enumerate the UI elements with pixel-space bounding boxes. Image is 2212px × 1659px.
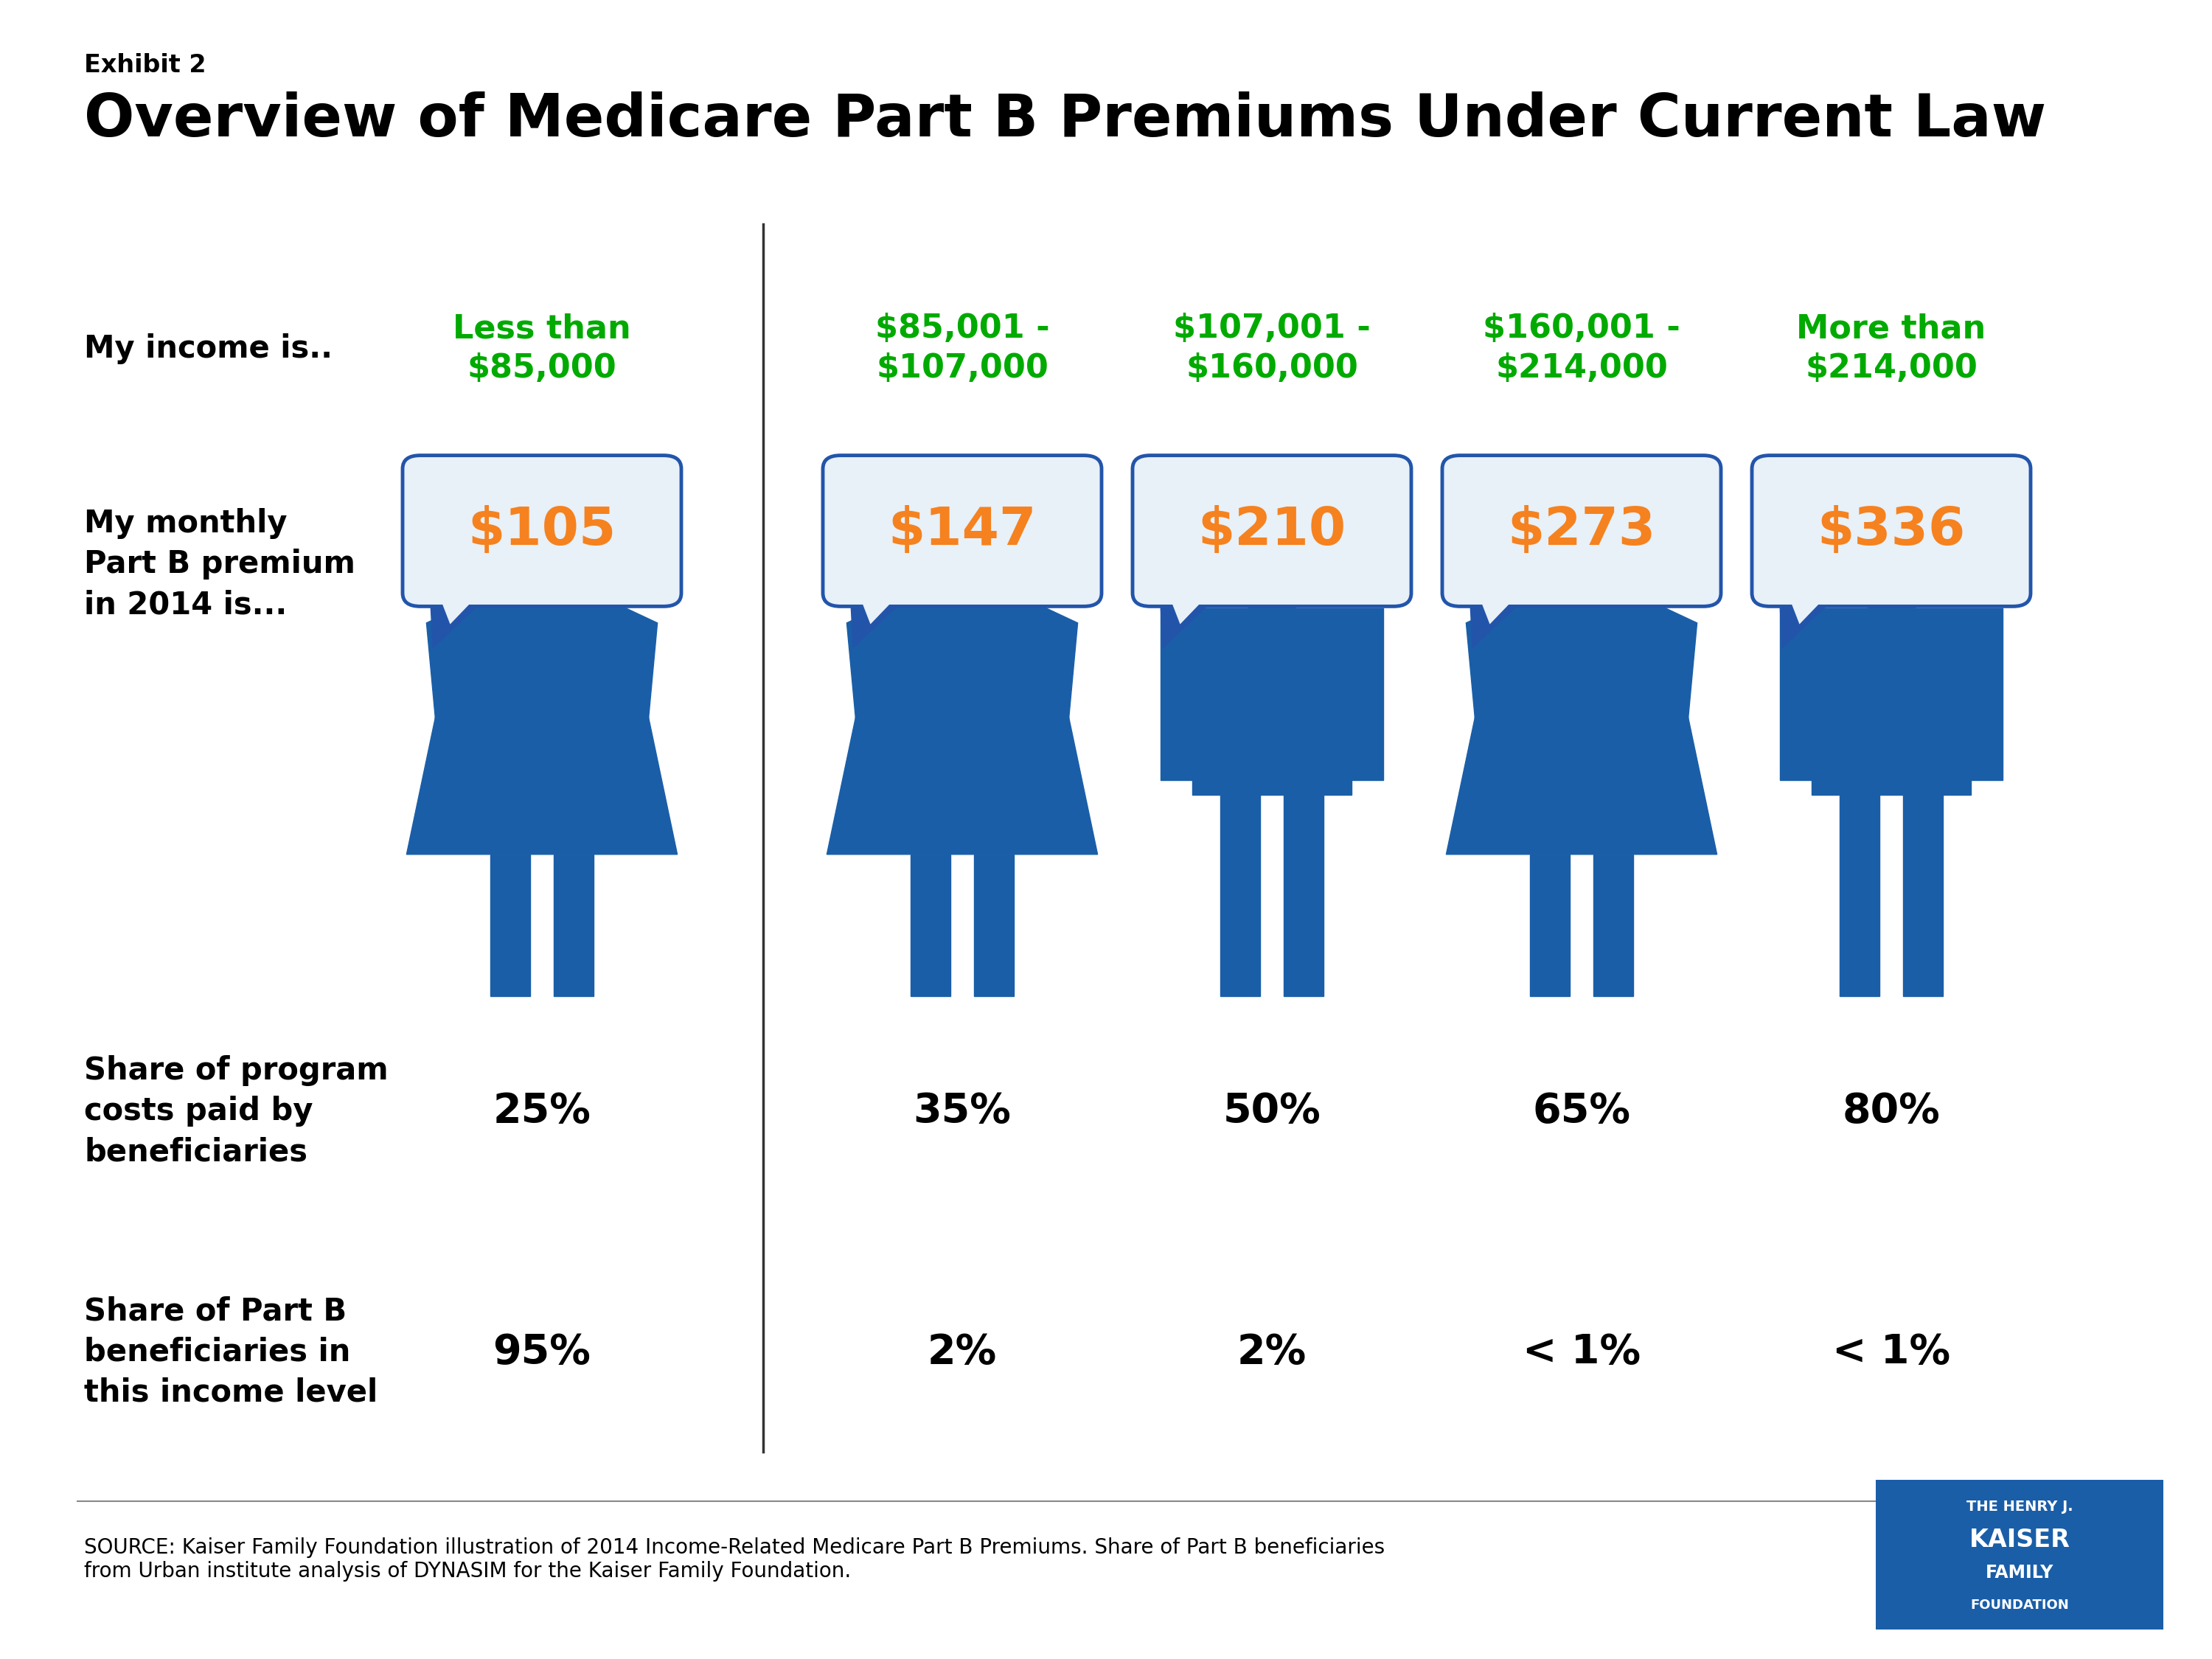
Polygon shape <box>1812 607 1971 795</box>
Text: $107,001 -
$160,000: $107,001 - $160,000 <box>1172 314 1371 383</box>
Text: 95%: 95% <box>493 1332 591 1372</box>
Text: Exhibit 2: Exhibit 2 <box>84 53 206 78</box>
Polygon shape <box>1902 795 1942 995</box>
Text: FAMILY: FAMILY <box>1986 1563 2053 1581</box>
Text: More than
$214,000: More than $214,000 <box>1796 314 1986 383</box>
Text: 80%: 80% <box>1843 1092 1940 1131</box>
Text: < 1%: < 1% <box>1522 1332 1641 1372</box>
FancyBboxPatch shape <box>1133 455 1411 606</box>
Text: Overview of Medicare Part B Premiums Under Current Law: Overview of Medicare Part B Premiums Und… <box>84 91 2046 149</box>
Polygon shape <box>1781 607 1812 780</box>
Polygon shape <box>1161 607 1192 780</box>
Text: 35%: 35% <box>914 1092 1011 1131</box>
Polygon shape <box>1475 587 1524 624</box>
Text: 2%: 2% <box>927 1332 998 1372</box>
Circle shape <box>1517 486 1646 581</box>
Text: $160,001 -
$214,000: $160,001 - $214,000 <box>1482 314 1681 383</box>
Polygon shape <box>1557 581 1606 607</box>
Polygon shape <box>427 607 469 795</box>
Text: $273: $273 <box>1506 506 1657 556</box>
Polygon shape <box>518 581 566 607</box>
Polygon shape <box>436 587 484 624</box>
Polygon shape <box>847 607 889 795</box>
Text: KAISER: KAISER <box>1969 1528 2070 1551</box>
Polygon shape <box>1248 581 1296 607</box>
Text: 2%: 2% <box>1237 1332 1307 1372</box>
Polygon shape <box>1352 607 1382 780</box>
Polygon shape <box>849 592 911 649</box>
Polygon shape <box>827 607 1097 854</box>
Text: My income is..: My income is.. <box>84 333 332 363</box>
Text: < 1%: < 1% <box>1832 1332 1951 1372</box>
Text: Less than
$85,000: Less than $85,000 <box>453 314 630 383</box>
Text: $210: $210 <box>1197 506 1347 556</box>
Text: SOURCE: Kaiser Family Foundation illustration of 2014 Income-Related Medicare Pa: SOURCE: Kaiser Family Foundation illustr… <box>84 1538 1385 1581</box>
Text: 50%: 50% <box>1223 1092 1321 1131</box>
Polygon shape <box>407 607 677 854</box>
Polygon shape <box>1785 587 1834 624</box>
Circle shape <box>1827 486 1955 581</box>
Polygon shape <box>1840 795 1880 995</box>
FancyBboxPatch shape <box>823 455 1102 606</box>
Text: $147: $147 <box>887 506 1037 556</box>
Polygon shape <box>1166 587 1214 624</box>
Circle shape <box>898 486 1026 581</box>
Polygon shape <box>1283 795 1323 995</box>
FancyBboxPatch shape <box>1876 1480 2163 1629</box>
Polygon shape <box>938 581 987 607</box>
Text: $105: $105 <box>467 506 617 556</box>
Text: Share of Part B
beneficiaries in
this income level: Share of Part B beneficiaries in this in… <box>84 1296 378 1408</box>
FancyBboxPatch shape <box>1752 455 2031 606</box>
Circle shape <box>478 486 606 581</box>
Polygon shape <box>1593 854 1632 995</box>
Polygon shape <box>1531 854 1571 995</box>
Text: Share of program
costs paid by
beneficiaries: Share of program costs paid by beneficia… <box>84 1055 389 1168</box>
Polygon shape <box>856 587 905 624</box>
Polygon shape <box>1971 607 2002 780</box>
Text: My monthly
Part B premium
in 2014 is...: My monthly Part B premium in 2014 is... <box>84 508 356 620</box>
Text: THE HENRY J.: THE HENRY J. <box>1966 1500 2073 1513</box>
Polygon shape <box>1447 607 1717 854</box>
Polygon shape <box>615 607 657 795</box>
Text: $85,001 -
$107,000: $85,001 - $107,000 <box>876 314 1048 383</box>
Polygon shape <box>1655 607 1697 795</box>
Polygon shape <box>491 854 531 995</box>
Polygon shape <box>973 854 1013 995</box>
Polygon shape <box>1867 581 1916 607</box>
FancyBboxPatch shape <box>403 455 681 606</box>
Text: 25%: 25% <box>493 1092 591 1131</box>
Polygon shape <box>1035 607 1077 795</box>
Text: $336: $336 <box>1816 506 1966 556</box>
Polygon shape <box>911 854 951 995</box>
Polygon shape <box>1467 607 1509 795</box>
Text: 65%: 65% <box>1533 1092 1630 1131</box>
Polygon shape <box>1221 795 1261 995</box>
Polygon shape <box>1159 592 1221 649</box>
Polygon shape <box>553 854 593 995</box>
Polygon shape <box>1469 592 1531 649</box>
FancyBboxPatch shape <box>1442 455 1721 606</box>
Polygon shape <box>1192 607 1352 795</box>
Polygon shape <box>1778 592 1840 649</box>
Text: FOUNDATION: FOUNDATION <box>1971 1599 2068 1613</box>
Polygon shape <box>429 592 491 649</box>
Circle shape <box>1208 486 1336 581</box>
